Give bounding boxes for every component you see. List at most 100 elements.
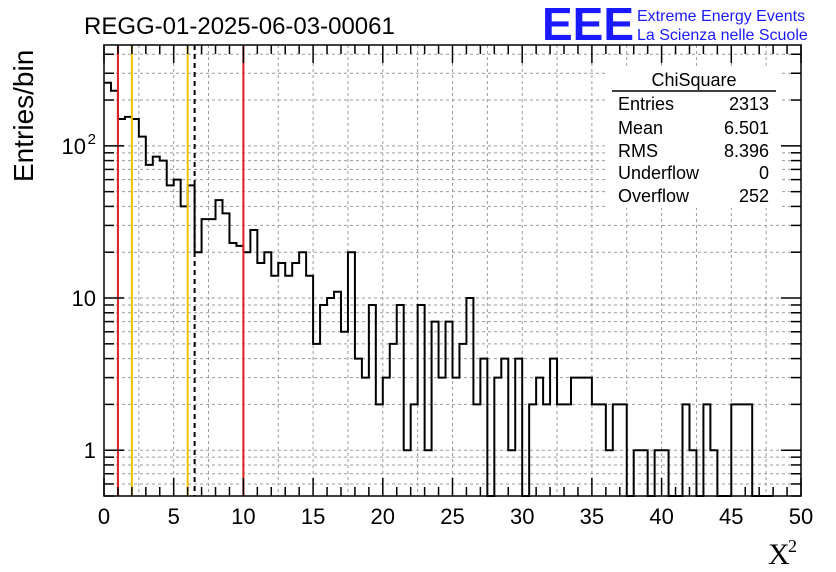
y-tick-label: 10 bbox=[62, 134, 86, 159]
histogram-bin bbox=[355, 359, 362, 496]
histogram-bin bbox=[132, 119, 139, 496]
stats-value-underflow: 0 bbox=[759, 163, 769, 183]
x-tick-label: 40 bbox=[649, 504, 673, 529]
histogram-bin bbox=[738, 404, 745, 496]
histogram-bin bbox=[209, 219, 216, 496]
stats-box-background bbox=[608, 66, 780, 208]
x-tick-label: 45 bbox=[719, 504, 743, 529]
x-tick-label: 35 bbox=[580, 504, 604, 529]
histogram-bin bbox=[578, 378, 585, 496]
stats-label-overflow: Overflow bbox=[618, 186, 690, 206]
histogram-bin bbox=[411, 404, 418, 496]
stats-box: ChiSquare Entries 2313 Mean 6.501 RMS 8.… bbox=[608, 66, 780, 208]
histogram-bin bbox=[571, 378, 578, 496]
histogram-bin bbox=[480, 359, 487, 496]
chart-title: REGG-01-2025-06-03-00061 bbox=[84, 13, 395, 40]
histogram-bin bbox=[404, 450, 411, 496]
histogram-bin bbox=[236, 246, 243, 496]
histogram-bin bbox=[592, 404, 599, 496]
x-tick-label: 10 bbox=[231, 504, 255, 529]
x-tick-label: 0 bbox=[98, 504, 110, 529]
histogram-bin bbox=[620, 404, 627, 496]
histogram-bin bbox=[348, 252, 355, 496]
histogram-bin bbox=[139, 137, 146, 496]
x-tick-label: 15 bbox=[301, 504, 325, 529]
y-axis-label: Entries/bin bbox=[8, 50, 39, 182]
histogram-bin bbox=[383, 378, 390, 496]
histogram-bin bbox=[557, 404, 564, 496]
histogram-bin bbox=[181, 206, 188, 496]
x-tick-label: 20 bbox=[371, 504, 395, 529]
histogram-bin bbox=[292, 263, 299, 496]
histogram-bin bbox=[118, 119, 125, 496]
histogram-bin bbox=[683, 404, 690, 496]
histogram-bin bbox=[285, 276, 292, 496]
histogram-bin bbox=[446, 322, 453, 496]
histogram-bin bbox=[662, 450, 669, 496]
histogram-bin bbox=[655, 450, 662, 496]
stats-value-overflow: 252 bbox=[739, 186, 769, 206]
histogram-bin bbox=[439, 378, 446, 496]
histogram-bin bbox=[425, 450, 432, 496]
histogram-bin bbox=[376, 404, 383, 496]
histogram-bin bbox=[606, 450, 613, 496]
marker-lines bbox=[116, 45, 245, 496]
axes bbox=[103, 44, 802, 497]
x-tick-label: 5 bbox=[168, 504, 180, 529]
histogram-bin bbox=[257, 263, 264, 496]
histogram-bin bbox=[564, 404, 571, 496]
histogram-bin bbox=[453, 378, 460, 496]
logo-line2: La Scienza nelle Scuole bbox=[637, 27, 808, 44]
histogram-bin bbox=[613, 404, 620, 496]
histogram-bin bbox=[341, 332, 348, 496]
histogram-bars bbox=[104, 81, 774, 497]
x-tick-label: 25 bbox=[440, 504, 464, 529]
histogram-bin bbox=[459, 344, 466, 496]
histogram-bin bbox=[634, 450, 641, 496]
stats-label-mean: Mean bbox=[618, 118, 663, 138]
histogram-bin bbox=[104, 83, 111, 496]
histogram-bin bbox=[585, 378, 592, 496]
eee-logo: EEE Extreme Energy Events La Scienza nel… bbox=[542, 0, 808, 50]
histogram-bin bbox=[327, 298, 334, 496]
histogram-bin bbox=[529, 404, 536, 496]
histogram-bin bbox=[369, 305, 376, 496]
histogram-bin bbox=[250, 230, 257, 496]
histogram-bin bbox=[501, 359, 508, 496]
histogram-bin bbox=[146, 165, 153, 496]
histogram-bin bbox=[710, 450, 717, 496]
histogram-bin bbox=[299, 252, 306, 496]
histogram-bin bbox=[731, 404, 738, 496]
histogram-bin bbox=[320, 305, 327, 496]
histogram-bin bbox=[153, 157, 160, 496]
histogram-bin bbox=[466, 298, 473, 496]
histogram-bin bbox=[689, 450, 696, 496]
histogram-bin bbox=[515, 359, 522, 496]
histogram-bin bbox=[125, 117, 132, 496]
histogram-bin bbox=[264, 252, 271, 496]
histogram-bin bbox=[362, 378, 369, 496]
x-axis-label-sup: 2 bbox=[788, 536, 797, 556]
histogram-bin bbox=[167, 185, 174, 496]
logo-mark: EEE bbox=[542, 0, 634, 50]
histogram-bin bbox=[494, 378, 501, 496]
histogram-bin bbox=[397, 305, 404, 496]
logo-line1: Extreme Energy Events bbox=[637, 8, 805, 25]
x-axis-label: X bbox=[768, 538, 790, 571]
histogram-bin bbox=[599, 404, 606, 496]
histogram-bin bbox=[195, 252, 202, 496]
histogram-bin bbox=[111, 91, 118, 496]
histogram-bin bbox=[473, 404, 480, 496]
histogram-bin bbox=[432, 322, 439, 496]
stats-rows: Entries 2313 Mean 6.501 RMS 8.396 Underf… bbox=[618, 94, 769, 206]
histogram-bin bbox=[229, 243, 236, 496]
histogram-bin bbox=[550, 359, 557, 496]
histogram-bin bbox=[745, 404, 752, 496]
histogram-bin bbox=[216, 200, 223, 496]
x-tick-label: 30 bbox=[510, 504, 534, 529]
stats-label-rms: RMS bbox=[618, 141, 658, 161]
histogram-bin bbox=[703, 404, 710, 496]
y-tick-label-exponent: 2 bbox=[88, 131, 96, 148]
